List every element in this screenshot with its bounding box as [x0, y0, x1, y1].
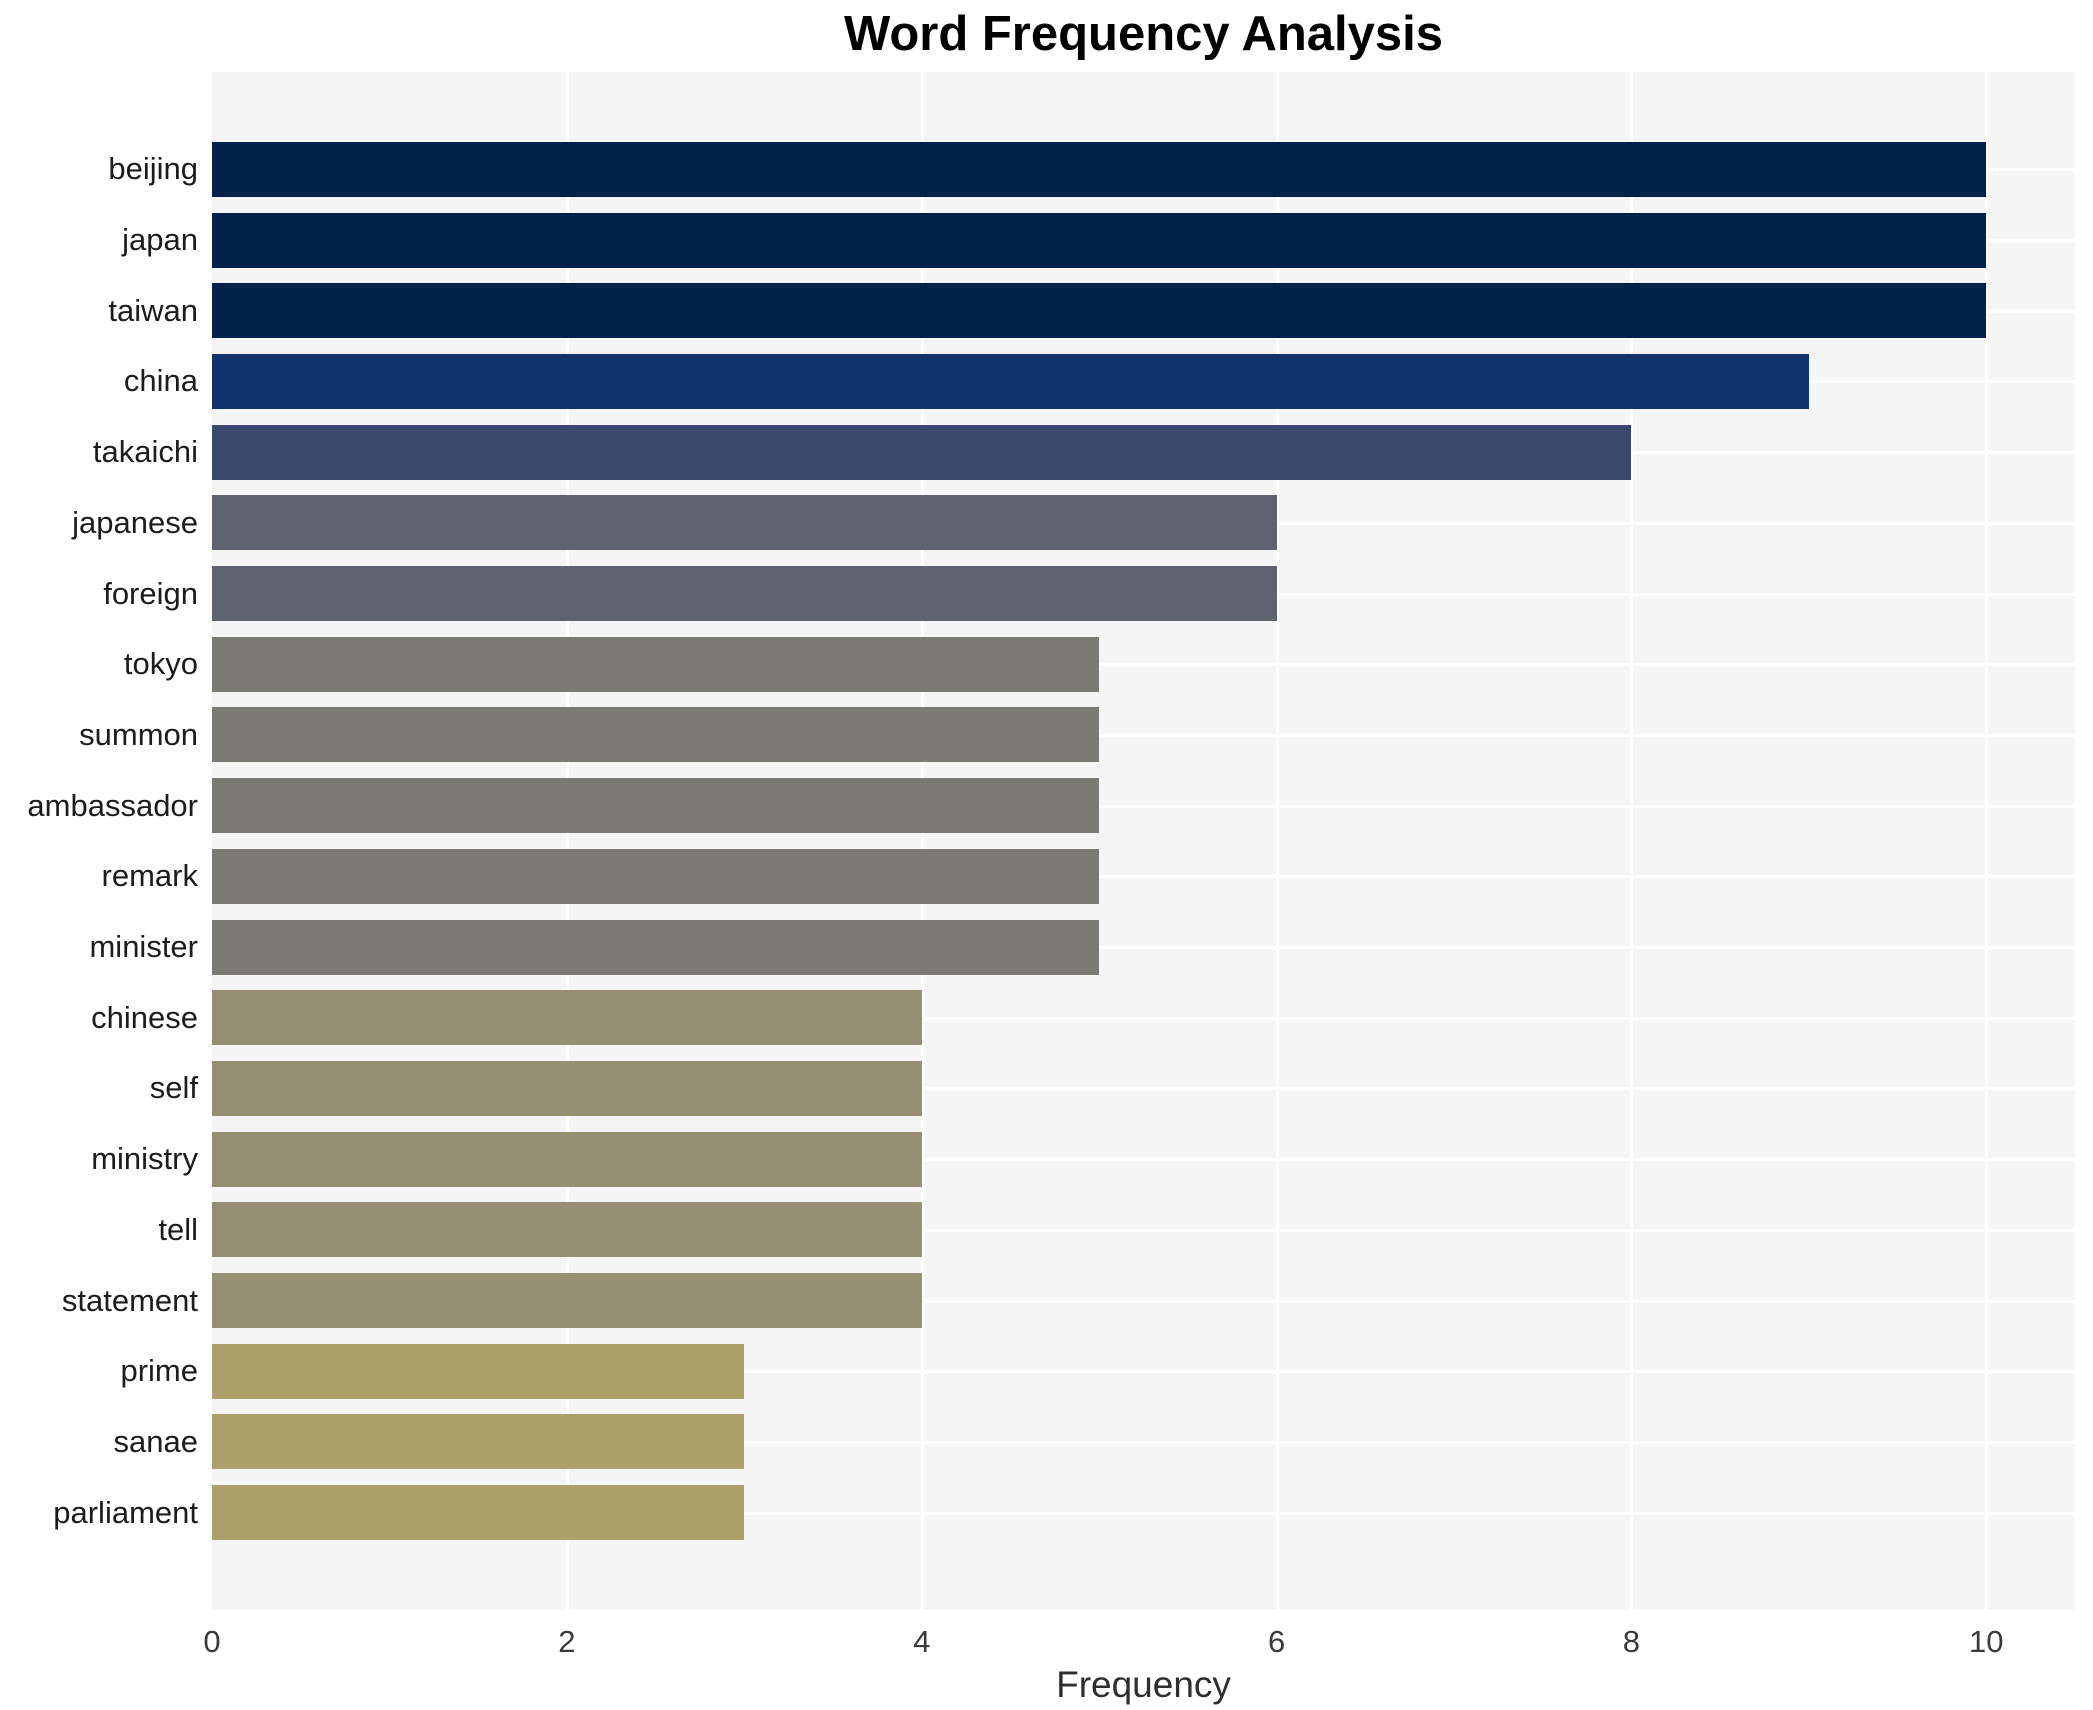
bar-beijing	[212, 141, 1987, 197]
bar-foreign	[212, 566, 1277, 622]
bar-tell	[212, 1202, 922, 1258]
category-label-takaichi: takaichi	[92, 434, 198, 470]
horizontal-gridline	[212, 1370, 2075, 1374]
bar-chinese	[212, 990, 922, 1046]
horizontal-gridline	[212, 1440, 2075, 1444]
category-label-statement: statement	[61, 1282, 198, 1318]
category-label-minister: minister	[89, 929, 198, 965]
bar-tokyo	[212, 636, 1100, 692]
horizontal-gridline	[212, 1511, 2075, 1515]
vertical-gridline	[1985, 72, 1989, 1610]
x-axis-label: Frequency	[1056, 1664, 1231, 1705]
bar-ministry	[212, 1131, 922, 1187]
horizontal-gridline	[212, 875, 2075, 879]
horizontal-gridline	[212, 1087, 2075, 1091]
bar-sanae	[212, 1414, 745, 1470]
bar-japan	[212, 212, 1987, 268]
category-label-japan: japan	[122, 222, 198, 258]
bar-china	[212, 353, 1809, 409]
category-label-parliament: parliament	[53, 1494, 198, 1530]
horizontal-gridline	[212, 1158, 2075, 1162]
horizontal-gridline	[212, 1228, 2075, 1232]
category-label-prime: prime	[120, 1353, 198, 1389]
vertical-gridline	[1630, 72, 1634, 1610]
bar-ambassador	[212, 778, 1100, 834]
category-label-beijing: beijing	[108, 151, 198, 187]
bar-summon	[212, 707, 1100, 763]
bar-minister	[212, 919, 1100, 975]
category-label-self: self	[149, 1070, 198, 1106]
bar-remark	[212, 848, 1100, 904]
x-tick-label-10: 10	[1969, 1624, 2004, 1659]
horizontal-gridline	[212, 804, 2075, 808]
bar-prime	[212, 1343, 745, 1399]
bar-statement	[212, 1273, 922, 1329]
horizontal-gridline	[212, 1299, 2075, 1303]
horizontal-gridline	[212, 733, 2075, 737]
bar-parliament	[212, 1485, 745, 1541]
vertical-gridline	[565, 72, 569, 1610]
category-label-chinese: chinese	[91, 999, 198, 1035]
bar-japanese	[212, 495, 1277, 551]
category-label-ministry: ministry	[91, 1141, 198, 1177]
horizontal-gridline	[212, 1016, 2075, 1020]
category-label-taiwan: taiwan	[108, 292, 198, 328]
vertical-gridline	[1275, 72, 1279, 1610]
category-label-china: china	[123, 363, 198, 399]
category-label-sanae: sanae	[113, 1423, 198, 1459]
category-label-tokyo: tokyo	[123, 646, 198, 682]
x-tick-label-6: 6	[1267, 1624, 1286, 1659]
category-label-japanese: japanese	[72, 504, 198, 540]
bar-taiwan	[212, 283, 1987, 339]
x-tick-label-0: 0	[203, 1624, 221, 1659]
bar-takaichi	[212, 424, 1632, 480]
x-tick-label-8: 8	[1622, 1624, 1641, 1659]
bar-self	[212, 1060, 922, 1116]
vertical-gridline	[920, 72, 924, 1610]
horizontal-gridline	[212, 663, 2075, 667]
chart-title: Word Frequency Analysis	[843, 7, 1444, 61]
x-tick-label-2: 2	[558, 1624, 576, 1659]
category-label-ambassador: ambassador	[27, 787, 198, 823]
category-label-summon: summon	[79, 716, 198, 752]
horizontal-gridline	[212, 946, 2075, 950]
category-label-remark: remark	[101, 858, 198, 894]
category-label-foreign: foreign	[103, 575, 198, 611]
category-label-tell: tell	[158, 1211, 198, 1247]
x-tick-label-4: 4	[913, 1624, 931, 1659]
